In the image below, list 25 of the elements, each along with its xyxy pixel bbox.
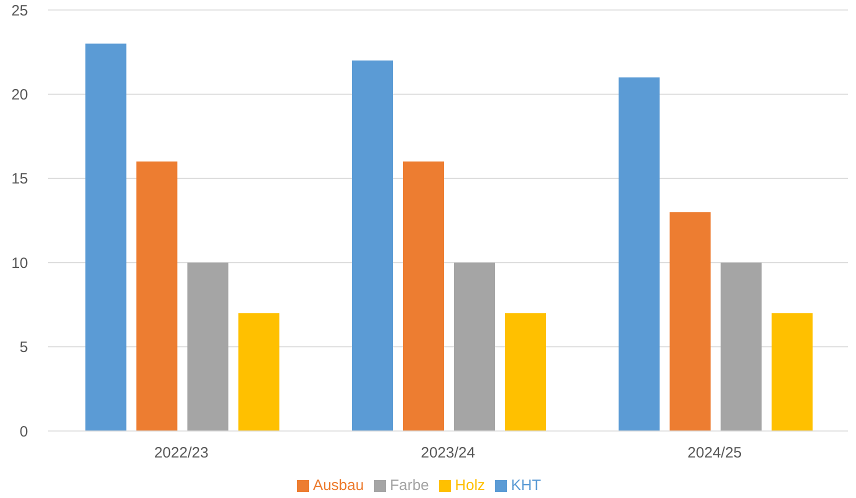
bar xyxy=(403,162,444,431)
y-tick-label: 15 xyxy=(11,170,28,188)
x-tick-label: 2024/25 xyxy=(688,444,742,462)
legend-label: KHT xyxy=(511,477,542,494)
y-tick-label: 10 xyxy=(11,254,28,272)
x-tick-label: 2023/24 xyxy=(420,444,476,462)
bar xyxy=(136,162,178,431)
bar xyxy=(352,60,393,431)
y-tick-label: 20 xyxy=(11,86,28,104)
bar xyxy=(618,77,660,431)
bar xyxy=(85,44,126,431)
y-tick-label: 0 xyxy=(20,423,28,440)
legend-label: Ausbau xyxy=(312,477,364,494)
bar xyxy=(670,212,711,431)
bar xyxy=(454,262,495,431)
bar xyxy=(187,262,228,431)
x-tick-label: 2022/23 xyxy=(154,444,208,462)
bar xyxy=(238,313,280,431)
bar xyxy=(720,262,762,431)
legend-label: Farbe xyxy=(390,477,430,494)
y-tick-label: 25 xyxy=(11,2,28,20)
y-tick-label: 5 xyxy=(20,339,28,356)
legend-label: Holz xyxy=(455,477,486,494)
bar xyxy=(772,313,813,431)
bar xyxy=(505,313,546,431)
